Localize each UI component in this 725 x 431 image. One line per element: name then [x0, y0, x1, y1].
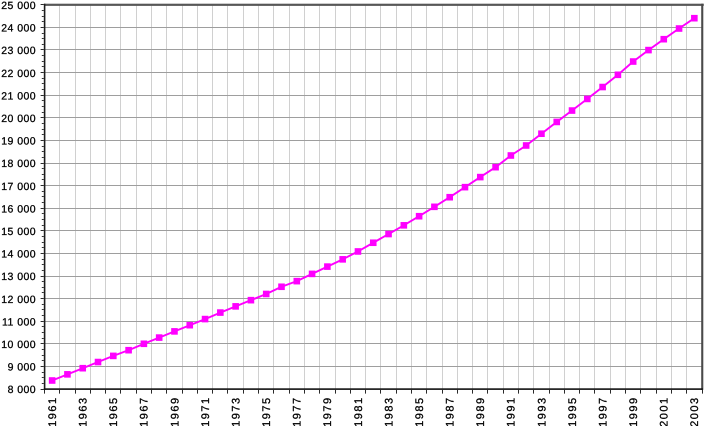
svg-text:2003: 2003: [689, 396, 701, 426]
svg-text:2001: 2001: [659, 396, 671, 426]
svg-text:9 000: 9 000: [8, 362, 37, 374]
svg-text:1993: 1993: [536, 396, 548, 426]
svg-text:11 000: 11 000: [2, 316, 36, 328]
svg-text:1989: 1989: [475, 396, 487, 426]
svg-text:1969: 1969: [169, 396, 181, 426]
svg-text:1987: 1987: [445, 396, 457, 426]
svg-text:1979: 1979: [322, 396, 334, 426]
svg-text:15 000: 15 000: [1, 226, 36, 238]
svg-text:1961: 1961: [47, 396, 59, 426]
svg-text:14 000: 14 000: [1, 249, 36, 261]
svg-text:21 000: 21 000: [1, 90, 36, 102]
svg-text:1973: 1973: [230, 396, 242, 426]
svg-text:1975: 1975: [261, 396, 273, 426]
svg-text:13 000: 13 000: [1, 271, 36, 283]
svg-text:1985: 1985: [414, 396, 426, 426]
svg-text:1977: 1977: [292, 396, 304, 426]
svg-text:8 000: 8 000: [8, 384, 37, 396]
svg-text:1991: 1991: [506, 396, 518, 426]
svg-text:24 000: 24 000: [1, 23, 36, 35]
svg-text:20 000: 20 000: [1, 113, 36, 125]
svg-text:1965: 1965: [108, 396, 120, 426]
svg-text:1983: 1983: [383, 396, 395, 426]
svg-text:1997: 1997: [597, 396, 609, 426]
svg-text:19 000: 19 000: [1, 136, 36, 148]
svg-text:22 000: 22 000: [1, 68, 36, 80]
svg-text:25 000: 25 000: [1, 0, 36, 12]
svg-text:18 000: 18 000: [1, 158, 36, 170]
svg-text:1971: 1971: [200, 396, 212, 426]
svg-text:12 000: 12 000: [1, 294, 36, 306]
svg-text:1999: 1999: [628, 396, 640, 426]
svg-text:1967: 1967: [139, 396, 151, 426]
svg-text:1995: 1995: [567, 396, 579, 426]
svg-text:17 000: 17 000: [1, 181, 36, 193]
svg-text:10 000: 10 000: [1, 339, 36, 351]
svg-text:1981: 1981: [353, 396, 365, 426]
svg-text:16 000: 16 000: [1, 203, 36, 215]
svg-text:1963: 1963: [78, 396, 90, 426]
svg-text:23 000: 23 000: [1, 45, 36, 57]
